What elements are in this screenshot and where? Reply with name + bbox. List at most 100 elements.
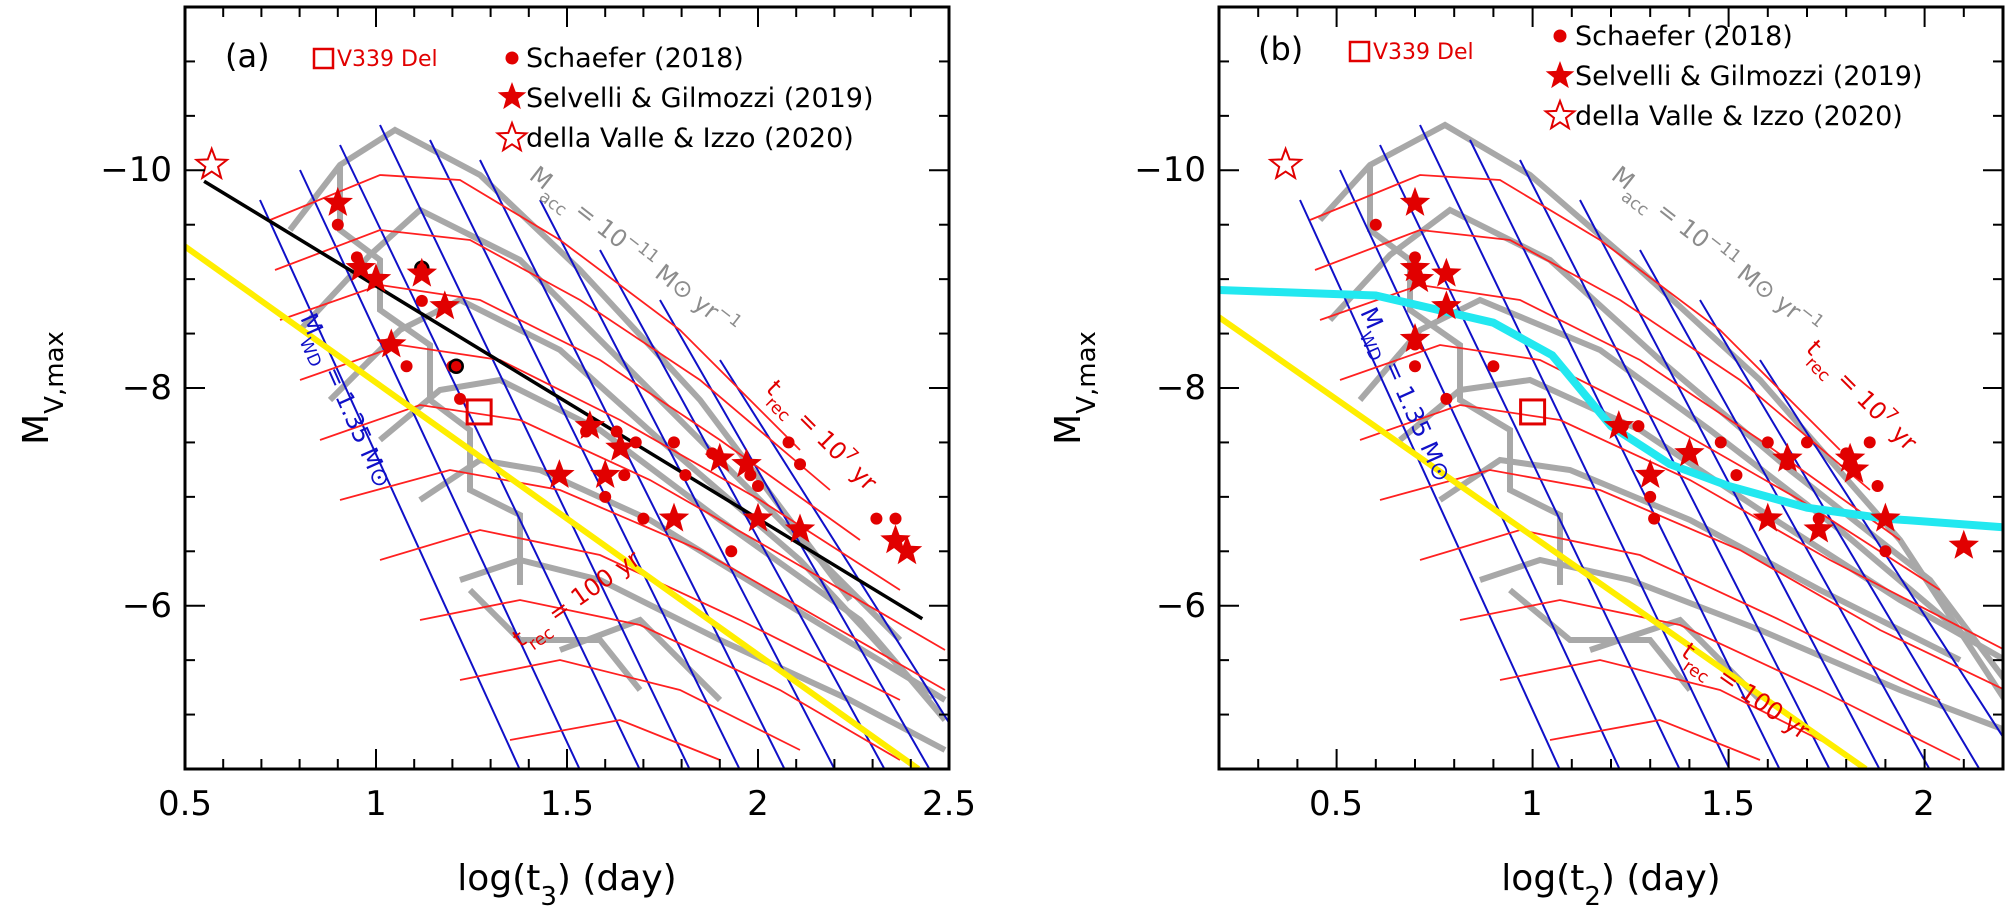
schaefer-point bbox=[1730, 469, 1743, 482]
selvelli-star bbox=[742, 502, 774, 532]
selvelli-star bbox=[574, 410, 606, 439]
a-mwd-annotation: MWD = 1.35 M⊙ bbox=[286, 309, 396, 496]
red-line bbox=[509, 719, 721, 761]
b-legend-selvelli-marker bbox=[1545, 61, 1575, 89]
selvelli-star bbox=[406, 257, 438, 287]
schaefer-point bbox=[1801, 436, 1813, 449]
panel-a-red-trec-lines bbox=[269, 174, 946, 761]
selvelli-star bbox=[1948, 529, 1979, 559]
panel-a-yellow-line bbox=[185, 244, 921, 769]
selvelli-star bbox=[1752, 502, 1783, 532]
gray-curve bbox=[1438, 456, 1962, 663]
selvelli-star bbox=[590, 459, 621, 488]
gray-curve bbox=[1317, 121, 2003, 702]
b-mdot-annotation: Macc = 10−11 M⊙ yr−1 bbox=[1601, 158, 1828, 348]
selvelli-star bbox=[1674, 437, 1705, 467]
schaefer-point bbox=[667, 436, 680, 449]
panel-b-yellow-line bbox=[1219, 314, 1868, 769]
blue-line bbox=[339, 144, 641, 769]
a-xtick-label: 2.5 bbox=[922, 784, 976, 824]
gray-curve bbox=[1367, 165, 1563, 585]
schaefer-point bbox=[782, 436, 795, 449]
selvelli-star bbox=[1772, 442, 1803, 472]
a-legend-selvelli-marker bbox=[497, 82, 527, 110]
schaefer-point bbox=[1761, 436, 1774, 449]
schaefer-point bbox=[400, 360, 413, 373]
blue-line bbox=[1299, 199, 1561, 769]
red-line bbox=[279, 284, 861, 541]
v339-del-square bbox=[465, 398, 493, 426]
schaefer-point bbox=[1440, 392, 1453, 405]
a-panel-label: (a) bbox=[225, 37, 270, 75]
schaefer-point bbox=[679, 469, 692, 482]
schaefer-point bbox=[1644, 490, 1657, 503]
panel-a: 0.5 1 1.5 2 2.5 −10 −8 −6 log(t3) (day) … bbox=[16, 5, 976, 906]
schaefer-point bbox=[629, 436, 642, 449]
selvelli-star bbox=[429, 290, 460, 320]
panel-b-model-grid bbox=[1219, 121, 2003, 769]
gray-curve bbox=[459, 556, 947, 753]
b-legend-v339-marker bbox=[1348, 40, 1371, 63]
selvelli-star bbox=[1838, 453, 1870, 483]
b-yaxis-label: MV,max bbox=[1048, 331, 1102, 445]
selvelli-star bbox=[345, 252, 376, 282]
a-legend-selvelli-label: Selvelli & Gilmozzi (2019) bbox=[526, 83, 874, 114]
a-xtick-label: 1.5 bbox=[540, 784, 594, 824]
panel-b-gray-mdot-curves bbox=[1317, 121, 2003, 733]
gray-curve bbox=[327, 296, 933, 703]
panel-b-cyan-line bbox=[1219, 286, 2003, 532]
b-ytick-label: −8 bbox=[1156, 368, 1206, 408]
a-xtick-label: 1 bbox=[365, 784, 387, 824]
selvelli-star bbox=[1403, 263, 1435, 293]
blue-line bbox=[1339, 169, 1621, 769]
blue-line bbox=[1419, 124, 1731, 769]
panel-a-frame bbox=[183, 5, 951, 771]
selvelli-star bbox=[544, 459, 575, 488]
schaefer-point bbox=[1632, 420, 1645, 433]
red-line bbox=[269, 174, 801, 451]
a-xaxis-label: log(t3) (day) bbox=[457, 858, 676, 906]
blue-line bbox=[1639, 249, 1931, 769]
b-ytick-label: −10 bbox=[1134, 150, 1206, 190]
selvelli-star bbox=[1603, 410, 1635, 439]
b-panel-label: (b) bbox=[1258, 30, 1303, 68]
panel-a-model-grid bbox=[185, 124, 949, 769]
a-xtick-label: 0.5 bbox=[158, 784, 212, 824]
b-xaxis-label: log(t2) (day) bbox=[1501, 858, 1720, 906]
schaefer-point bbox=[1369, 218, 1382, 231]
selvelli-star bbox=[322, 186, 353, 216]
panel-b-data-marks bbox=[1267, 145, 1979, 559]
dellavalle-star bbox=[1267, 145, 1304, 181]
b-legend-selvelli-label: Selvelli & Gilmozzi (2019) bbox=[1575, 61, 1923, 92]
panel-a-gray-mdot-curves bbox=[287, 126, 948, 753]
red-line bbox=[1309, 174, 1841, 451]
a-legend-dellavalle-marker bbox=[494, 120, 530, 153]
a-ytick-label: −10 bbox=[100, 150, 172, 190]
b-xtick-label: 1 bbox=[1521, 784, 1543, 824]
panel-a-ticks bbox=[184, 6, 950, 770]
a-ytick-label: −6 bbox=[122, 586, 172, 626]
selvelli-star bbox=[1399, 252, 1431, 282]
schaefer-point-outlined bbox=[448, 358, 464, 374]
red-line bbox=[1499, 659, 1841, 751]
schaefer-point bbox=[1487, 360, 1500, 373]
a-yaxis-label: MV,max bbox=[16, 331, 70, 445]
selvelli-star bbox=[360, 263, 392, 293]
blue-line bbox=[1379, 144, 1681, 769]
b-legend-v339-label: V339 Del bbox=[1373, 40, 1474, 65]
schaefer-point bbox=[1714, 436, 1727, 449]
selvelli-star bbox=[1803, 513, 1834, 543]
red-line bbox=[274, 229, 831, 491]
a-legend-v339-marker bbox=[312, 47, 335, 70]
v339-del-square bbox=[1519, 398, 1547, 426]
selvelli-star bbox=[1635, 459, 1666, 488]
red-line bbox=[419, 599, 901, 761]
red-line bbox=[1419, 529, 1941, 701]
red-line bbox=[1549, 719, 1761, 761]
gray-curve bbox=[337, 165, 523, 585]
blue-line bbox=[719, 359, 949, 725]
selvelli-star bbox=[1399, 186, 1431, 216]
schaefer-point bbox=[1871, 479, 1884, 492]
dellavalle-star bbox=[193, 145, 230, 181]
